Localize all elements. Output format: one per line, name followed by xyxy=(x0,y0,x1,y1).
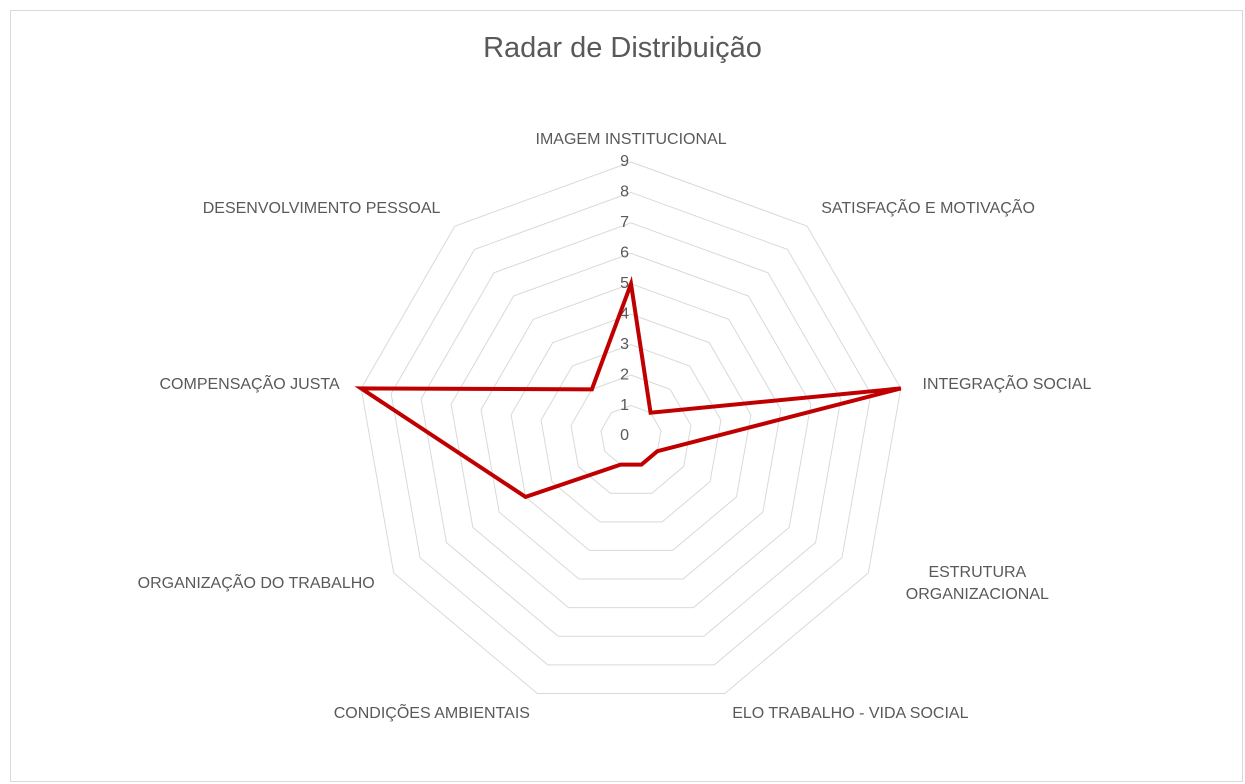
axis-tick-label: 7 xyxy=(620,214,629,231)
grid-ring xyxy=(390,191,872,666)
axis-tick-label: 8 xyxy=(620,184,629,201)
axis-tick-label: 2 xyxy=(620,366,629,383)
grid-ring xyxy=(510,313,752,551)
category-label: DESENVOLVIMENTO PESSOAL xyxy=(202,200,441,218)
category-label: INTEGRAÇÃO SOCIAL xyxy=(922,375,1092,393)
axis-tick-label: 4 xyxy=(620,305,629,322)
category-label: COMPENSAÇÃO JUSTA xyxy=(159,375,340,393)
axis-tick-label: 0 xyxy=(620,427,629,444)
category-label: CONDIÇÕES AMBIENTAIS xyxy=(333,705,530,723)
grid-ring xyxy=(570,374,692,494)
axis-tick-label: 6 xyxy=(620,245,629,262)
chart-title: Radar de Distribuição xyxy=(483,32,762,64)
category-label: ORGANIZAÇÃO DO TRABALHO xyxy=(137,575,375,592)
chart-frame xyxy=(10,10,1243,782)
category-label: ELO TRABALHO - VIDA SOCIAL xyxy=(732,705,969,723)
series-line xyxy=(354,275,902,500)
axis-tick-label: 9 xyxy=(620,153,629,170)
axis-tick-label: 3 xyxy=(620,336,629,353)
grid-ring xyxy=(480,283,782,580)
axis-tick-label: 5 xyxy=(620,275,629,292)
grid-ring xyxy=(420,222,842,637)
category-label: SATISFAÇÃO E MOTIVAÇÃO xyxy=(821,200,1035,218)
grid-ring xyxy=(360,161,902,694)
category-label: ESTRUTURA ORGANIZACIONAL xyxy=(905,564,1049,603)
category-label: IMAGEM INSTITUCIONAL xyxy=(535,131,727,148)
axis-tick-label: 1 xyxy=(620,397,629,414)
grid-ring xyxy=(450,252,812,609)
grid-ring xyxy=(540,344,722,523)
